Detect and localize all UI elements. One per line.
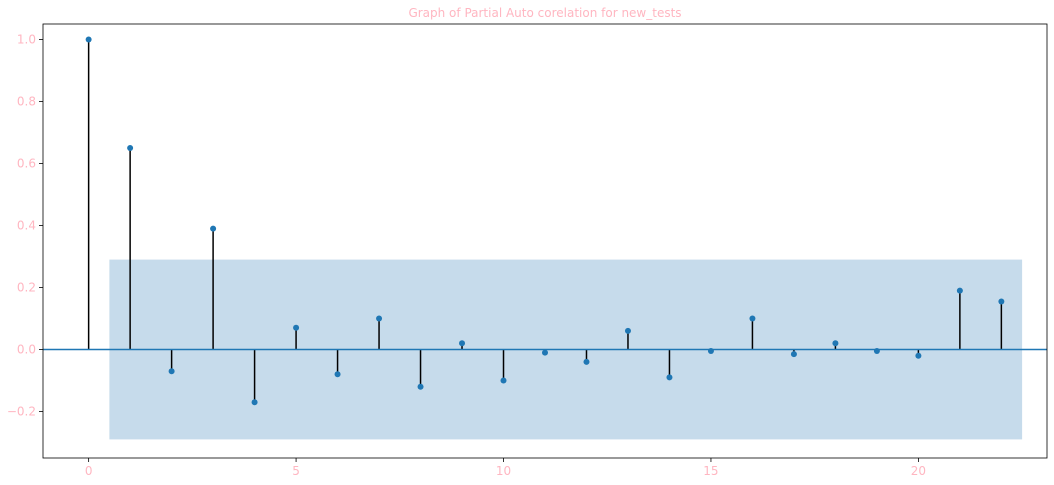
- x-tick-label: 15: [703, 464, 718, 478]
- axes-layer: 0 5 10 15 20 −0.2 0.0 0.2 0.4 0.6 0.8 1.0: [7, 23, 1048, 478]
- data-point-marker: [998, 298, 1005, 305]
- y-tick-label: 0.2: [17, 281, 36, 295]
- data-point-marker: [832, 340, 839, 347]
- data-point-marker: [459, 340, 466, 347]
- data-point-marker: [873, 348, 880, 355]
- data-point-marker: [417, 383, 424, 390]
- data-point-marker: [707, 348, 714, 355]
- data-point-marker: [790, 351, 797, 358]
- data-point-marker: [583, 358, 590, 365]
- data-point-marker: [915, 352, 922, 359]
- data-point-marker: [334, 371, 341, 378]
- data-point-marker: [542, 349, 548, 356]
- data-point-marker: [666, 374, 673, 381]
- x-tick-label: 5: [292, 464, 300, 478]
- data-point-marker: [624, 327, 631, 334]
- data-point-marker: [500, 377, 507, 384]
- y-tick-label: 0.4: [17, 219, 36, 233]
- data-point-marker: [293, 324, 300, 331]
- data-point-marker: [85, 36, 92, 43]
- x-tick-label: 0: [85, 464, 93, 478]
- y-tick-label: −0.2: [7, 405, 36, 419]
- stem-layer: [43, 36, 1047, 406]
- axes-frame: [42, 23, 1048, 459]
- y-tick-label: 0.8: [17, 95, 36, 109]
- y-tick-label: 0.0: [17, 343, 36, 357]
- data-point-marker: [376, 315, 383, 322]
- x-tick-label: 20: [911, 464, 926, 478]
- data-point-marker: [956, 287, 963, 294]
- data-point-marker: [127, 145, 134, 151]
- y-tick-label: 0.6: [17, 157, 36, 171]
- data-point-marker: [749, 315, 756, 322]
- x-tick-label: 10: [496, 464, 511, 478]
- data-point-marker: [168, 368, 175, 375]
- data-point-marker: [210, 225, 217, 232]
- y-tick-label: 1.0: [17, 33, 36, 47]
- data-point-marker: [251, 399, 258, 406]
- chart-title: Graph of Partial Auto corelation for new…: [408, 6, 681, 20]
